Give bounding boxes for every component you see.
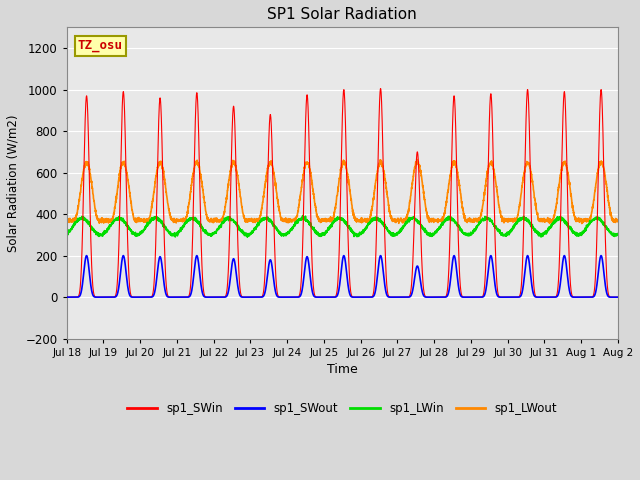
sp1_SWout [63,294,70,300]
Line: sp1_SWin: sp1_SWin [67,89,618,297]
sp1_LWout [413,156,421,162]
sp1_SWout [181,294,189,300]
sp1_LWout [614,219,622,225]
sp1_LWin [406,217,413,223]
sp1_SWout [614,294,621,300]
sp1_LWout [578,221,586,227]
sp1_SWout [597,253,605,259]
Line: sp1_LWin: sp1_LWin [67,216,618,237]
sp1_LWout [181,219,189,225]
sp1_SWout [396,294,404,300]
Title: SP1 Solar Radiation: SP1 Solar Radiation [268,7,417,22]
sp1_SWout [562,257,570,263]
sp1_SWin [377,86,385,92]
sp1_SWin [406,293,413,299]
sp1_SWout [614,294,622,300]
sp1_SWin [562,112,570,118]
sp1_LWout [406,200,413,206]
sp1_SWin [217,294,225,300]
sp1_LWout [217,218,225,224]
sp1_SWout [217,294,225,300]
sp1_LWin [299,213,307,218]
sp1_LWout [396,217,404,223]
Legend: sp1_SWin, sp1_SWout, sp1_LWin, sp1_LWout: sp1_SWin, sp1_SWout, sp1_LWin, sp1_LWout [123,397,562,420]
Y-axis label: Solar Radiation (W/m2): Solar Radiation (W/m2) [7,114,20,252]
sp1_LWin [396,229,404,235]
Line: sp1_LWout: sp1_LWout [67,159,618,224]
Line: sp1_SWout: sp1_SWout [67,256,618,297]
sp1_SWin [614,294,622,300]
sp1_LWin [562,220,570,226]
sp1_LWin [181,221,189,227]
sp1_LWin [244,234,252,240]
sp1_LWin [614,231,622,237]
X-axis label: Time: Time [327,363,358,376]
sp1_SWin [63,294,70,300]
sp1_SWin [614,294,621,300]
sp1_LWout [562,162,570,168]
sp1_LWin [217,222,225,228]
sp1_LWout [614,217,621,223]
Text: TZ_osu: TZ_osu [77,39,123,52]
sp1_SWin [396,294,404,300]
sp1_LWin [614,230,621,236]
sp1_SWout [406,294,413,300]
sp1_LWout [63,217,70,223]
sp1_LWin [63,229,70,235]
sp1_SWin [181,294,189,300]
